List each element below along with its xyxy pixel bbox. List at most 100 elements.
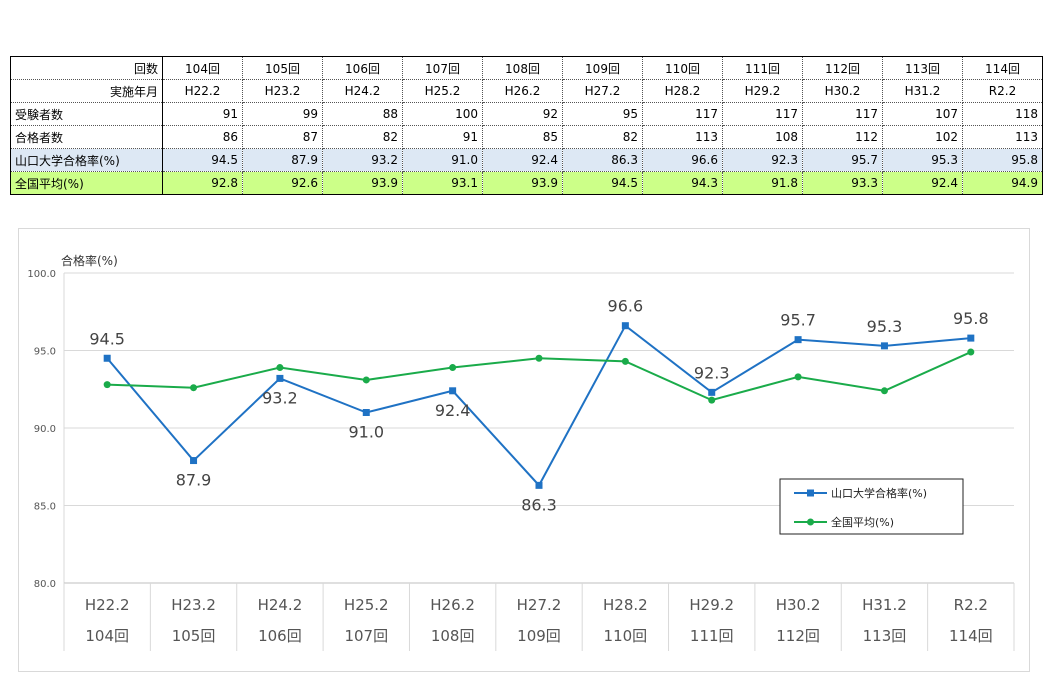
table-cell: 86 <box>162 125 243 149</box>
x-tick-sublabel: 109回 <box>517 627 561 645</box>
y-axis-ticks: 80.0 85.0 90.0 95.0 100.0 <box>27 269 56 590</box>
x-tick-sublabel: 105回 <box>172 627 216 645</box>
x-tick-label: H29.2 <box>689 596 734 614</box>
y-tick-label: 85.0 <box>34 502 56 513</box>
header-label: 回数 <box>10 56 163 80</box>
series-lines <box>103 322 975 489</box>
table-cell: 85 <box>482 125 563 149</box>
table-cell: 93.9 <box>482 171 563 195</box>
table-cell: 99 <box>242 102 323 126</box>
date-cell: H31.2 <box>882 79 963 103</box>
data-label: 95.7 <box>780 311 816 330</box>
y-tick-label: 100.0 <box>27 269 56 280</box>
data-point <box>190 384 198 392</box>
data-point <box>535 481 543 489</box>
data-label: 95.8 <box>953 309 989 328</box>
data-label: 93.2 <box>262 388 298 407</box>
data-label: 87.9 <box>176 471 212 490</box>
x-tick-label: H24.2 <box>258 596 303 614</box>
round-cell: 111回 <box>722 56 803 80</box>
round-cell: 106回 <box>322 56 403 80</box>
table-cell: 102 <box>882 125 963 149</box>
chart-container: 合格率(%) 80.0 85.0 90.0 95.0 100.0 H22.2 104回 H2… <box>18 228 1030 672</box>
x-tick-label: H31.2 <box>862 596 907 614</box>
data-point <box>708 396 716 404</box>
x-tick-label: H22.2 <box>85 596 130 614</box>
table-cell: 112 <box>802 125 883 149</box>
x-tick-sublabel: 112回 <box>776 627 820 645</box>
x-tick-sublabel: 114回 <box>949 627 993 645</box>
table-cell: 93.2 <box>322 148 403 172</box>
x-tick-label: H26.2 <box>430 596 475 614</box>
table-cell: 96.6 <box>642 148 723 172</box>
table-cell: 86.3 <box>562 148 643 172</box>
table-cell: 92.3 <box>722 148 803 172</box>
legend: 山口大学合格率(%) 全国平均(%) <box>779 478 964 535</box>
table-row-examinees: 受験者数 91 99 88 100 92 95 117 117 117 107 … <box>10 102 1043 126</box>
table-cell: 82 <box>562 125 643 149</box>
data-point <box>794 373 802 381</box>
date-cell: H29.2 <box>722 79 803 103</box>
data-point <box>362 409 370 416</box>
x-tick-sublabel: 111回 <box>690 627 734 645</box>
data-point <box>276 364 284 372</box>
data-labels: 94.5 87.9 93.2 91.0 92.4 86.3 96.6 92.3 95.7 95.3… <box>89 297 988 515</box>
data-point <box>276 374 284 382</box>
table-cell: 91.8 <box>722 171 803 195</box>
table-row-yamaguchi-rate: 山口大学合格率(%) 94.5 87.9 93.2 91.0 92.4 86.3… <box>10 148 1043 172</box>
table-cell: 92.4 <box>482 148 563 172</box>
x-tick-label: R2.2 <box>954 596 988 614</box>
table-cell: 95.7 <box>802 148 883 172</box>
data-label: 92.3 <box>694 363 730 382</box>
date-cell: H28.2 <box>642 79 723 103</box>
table-cell: 118 <box>962 102 1043 126</box>
table-cell: 91 <box>162 102 243 126</box>
row-label: 山口大学合格率(%) <box>10 148 163 172</box>
table-cell: 91.0 <box>402 148 483 172</box>
data-point <box>621 322 629 330</box>
data-point <box>103 354 111 362</box>
data-point <box>535 354 543 362</box>
table-cell: 113 <box>642 125 723 149</box>
table-row-passers: 合格者数 86 87 82 91 85 82 113 108 112 102 1… <box>10 125 1043 149</box>
table-cell: 107 <box>882 102 963 126</box>
x-axis: H22.2 104回 H23.2 105回 H24.2 106回 H25.2 107回 H26.… <box>63 582 1015 651</box>
x-tick-sublabel: 104回 <box>85 627 129 645</box>
row-label: 全国平均(%) <box>10 171 163 195</box>
results-table: 回数 104回 105回 106回 107回 108回 109回 110回 11… <box>10 56 1043 195</box>
data-point <box>967 348 975 356</box>
date-label: 実施年月 <box>10 79 163 103</box>
round-cell: 107回 <box>402 56 483 80</box>
data-label: 91.0 <box>348 423 384 442</box>
date-cell: H22.2 <box>162 79 243 103</box>
round-cell: 114回 <box>962 56 1043 80</box>
table-cell: 82 <box>322 125 403 149</box>
legend-label: 山口大学合格率(%) <box>831 486 927 500</box>
y-axis-label: 合格率(%) <box>61 253 118 268</box>
data-point <box>880 342 888 350</box>
x-tick-sublabel: 113回 <box>863 627 907 645</box>
round-cell: 110回 <box>642 56 723 80</box>
data-label: 94.5 <box>89 329 125 348</box>
legend-marker <box>807 518 814 526</box>
round-cell: 105回 <box>242 56 323 80</box>
table-cell: 93.1 <box>402 171 483 195</box>
date-cell: R2.2 <box>962 79 1043 103</box>
x-tick-label: H30.2 <box>776 596 821 614</box>
data-point <box>190 457 198 465</box>
data-point <box>103 381 111 389</box>
date-cell: H23.2 <box>242 79 323 103</box>
table-cell: 95.8 <box>962 148 1043 172</box>
round-cell: 113回 <box>882 56 963 80</box>
table-cell: 93.3 <box>802 171 883 195</box>
data-point <box>967 334 975 342</box>
table-cell: 100 <box>402 102 483 126</box>
data-point <box>880 387 888 395</box>
data-label: 92.4 <box>435 401 471 420</box>
data-label: 96.6 <box>608 297 644 316</box>
table-cell: 113 <box>962 125 1043 149</box>
x-tick-label: H27.2 <box>517 596 562 614</box>
round-cell: 112回 <box>802 56 883 80</box>
data-point <box>621 357 629 365</box>
